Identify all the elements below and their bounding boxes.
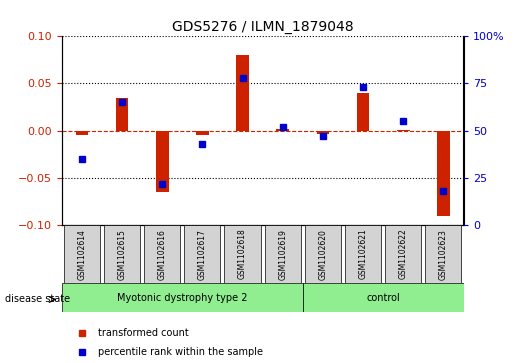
FancyBboxPatch shape: [64, 225, 100, 283]
Bar: [196, 131, 209, 135]
FancyBboxPatch shape: [144, 225, 180, 283]
FancyBboxPatch shape: [385, 225, 421, 283]
Title: GDS5276 / ILMN_1879048: GDS5276 / ILMN_1879048: [172, 20, 353, 34]
Bar: [277, 129, 289, 131]
FancyBboxPatch shape: [104, 225, 140, 283]
Bar: [236, 55, 249, 131]
Text: percentile rank within the sample: percentile rank within the sample: [98, 347, 263, 357]
Bar: [317, 131, 329, 134]
Text: GSM1102623: GSM1102623: [439, 229, 448, 280]
Text: GSM1102622: GSM1102622: [399, 229, 408, 280]
Text: Myotonic dystrophy type 2: Myotonic dystrophy type 2: [117, 293, 248, 303]
FancyBboxPatch shape: [345, 225, 381, 283]
Bar: [116, 98, 128, 131]
FancyBboxPatch shape: [62, 283, 303, 312]
Text: GSM1102620: GSM1102620: [318, 229, 328, 280]
Text: control: control: [366, 293, 400, 303]
FancyBboxPatch shape: [425, 225, 461, 283]
Bar: [76, 131, 88, 135]
FancyBboxPatch shape: [303, 283, 464, 312]
Bar: [156, 131, 168, 192]
Text: GSM1102616: GSM1102616: [158, 229, 167, 280]
Text: GSM1102619: GSM1102619: [278, 229, 287, 280]
FancyBboxPatch shape: [305, 225, 341, 283]
Bar: [357, 93, 369, 131]
FancyBboxPatch shape: [225, 225, 261, 283]
Text: GSM1102614: GSM1102614: [77, 229, 87, 280]
Text: GSM1102615: GSM1102615: [117, 229, 127, 280]
FancyBboxPatch shape: [265, 225, 301, 283]
Bar: [437, 131, 450, 216]
Text: GSM1102621: GSM1102621: [358, 229, 368, 280]
Text: GSM1102618: GSM1102618: [238, 229, 247, 280]
Text: transformed count: transformed count: [98, 327, 188, 338]
Text: disease state: disease state: [5, 294, 70, 305]
FancyBboxPatch shape: [184, 225, 220, 283]
Text: GSM1102617: GSM1102617: [198, 229, 207, 280]
Bar: [397, 130, 409, 131]
